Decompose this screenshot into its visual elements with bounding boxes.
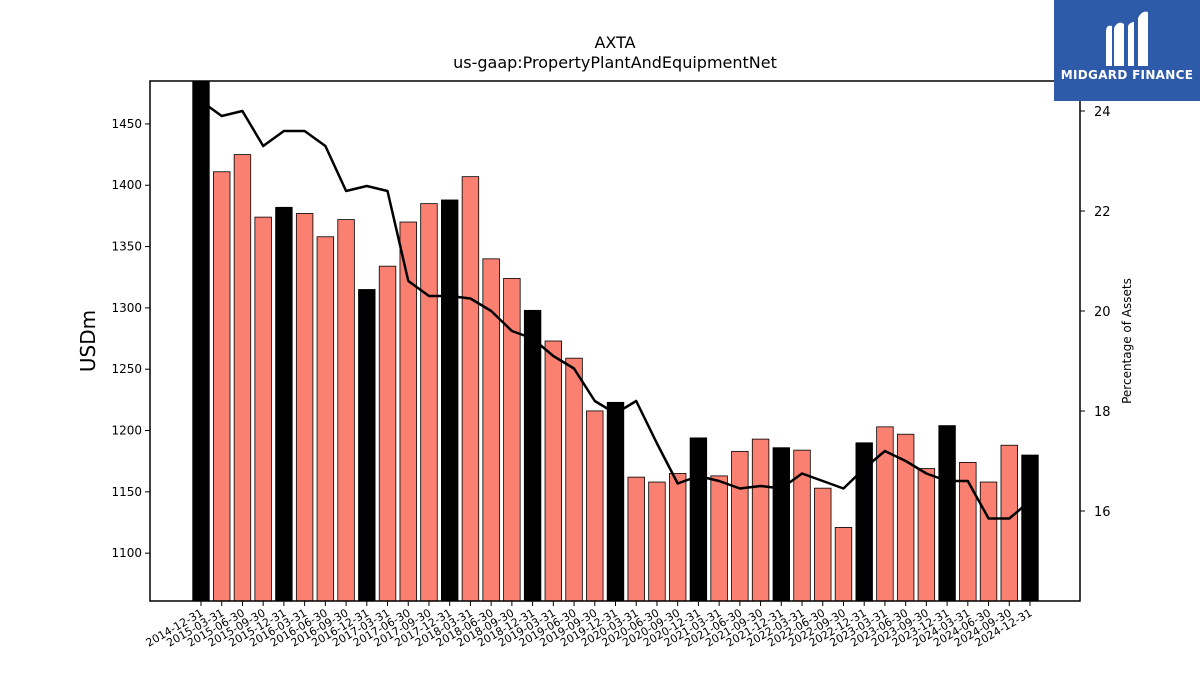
bar-2019-12-31 <box>606 401 625 602</box>
y2-tick-label: 22 <box>1094 205 1111 220</box>
bar-series <box>192 80 1039 602</box>
bar-2016-09-30 <box>337 219 355 602</box>
bar-2016-03-31 <box>295 213 314 602</box>
bar-2023-09-30 <box>917 468 936 602</box>
y2-tick-label: 16 <box>1094 505 1111 520</box>
bar-2024-09-30 <box>1000 444 1018 602</box>
bar-2015-03-31 <box>213 171 231 602</box>
bar-2015-09-30 <box>254 216 272 602</box>
percentage-line-series <box>200 99 1031 520</box>
bar-2021-09-30 <box>751 438 770 602</box>
chart-title: AXTA <box>594 33 635 52</box>
y-tick-label: 1350 <box>111 240 142 254</box>
bar-2014-12-31 <box>192 80 210 602</box>
bar-2016-06-30 <box>316 236 335 602</box>
y-tick-label: 1150 <box>111 485 142 499</box>
bar-2015-12-31 <box>275 206 293 602</box>
bar-2018-12-31 <box>523 309 542 602</box>
bar-2021-06-30 <box>731 450 749 602</box>
y2-tick-label: 18 <box>1094 405 1111 420</box>
bar-2015-06-30 <box>233 154 252 602</box>
bar-2023-12-31 <box>938 425 956 602</box>
bar-2022-06-30 <box>814 487 832 602</box>
y-axis-ticks: 1100 1150 1200 1250 1300 1350 1400 1450 <box>111 117 150 560</box>
y2-tick-label: 24 <box>1094 105 1111 120</box>
bar-2022-09-30 <box>834 527 853 602</box>
y-tick-label: 1100 <box>111 546 142 560</box>
bar-2017-12-31 <box>441 199 459 602</box>
y2-axis-label: Percentage of Assets <box>1120 278 1134 404</box>
bar-2019-09-30 <box>586 410 604 602</box>
y2-tick-label: 20 <box>1094 305 1111 320</box>
bar-2022-12-31 <box>855 442 873 602</box>
bar-2024-12-31 <box>1021 454 1039 602</box>
y-tick-label: 1400 <box>111 178 142 192</box>
y-tick-label: 1300 <box>111 301 142 315</box>
logo-text: MIDGARD FINANCE <box>1060 68 1194 82</box>
bar-2020-03-31 <box>627 476 645 602</box>
percentage-line <box>200 99 1031 520</box>
y-tick-label: 1450 <box>111 117 142 131</box>
bar-2017-09-30 <box>420 203 438 602</box>
bar-2024-06-30 <box>979 481 998 602</box>
bar-2020-09-30 <box>668 473 687 602</box>
y-axis-label: USDm <box>76 310 100 372</box>
y-tick-label: 1250 <box>111 362 142 376</box>
bar-2020-06-30 <box>648 481 666 602</box>
x-axis-ticks: 2014-12-312015-03-312015-06-302015-09-30… <box>144 601 1035 650</box>
bar-2021-03-31 <box>710 475 728 602</box>
midgard-finance-logo: MIDGARD FINANCE <box>1054 0 1200 101</box>
bar-2019-03-31 <box>544 340 563 602</box>
bar-2019-06-30 <box>565 357 583 602</box>
y2-axis-ticks: 16 18 20 22 24 <box>1080 105 1111 520</box>
bar-2021-12-31 <box>772 447 790 602</box>
chart-subtitle: us-gaap:PropertyPlantAndEquipmentNet <box>453 53 777 72</box>
y-tick-label: 1200 <box>111 424 142 438</box>
bar-2020-12-31 <box>689 437 708 602</box>
bar-2016-12-31 <box>358 289 376 602</box>
bar-2018-03-31 <box>461 176 480 602</box>
bar-2017-03-31 <box>378 265 397 602</box>
midgard-logo-mark-icon <box>1106 11 1148 67</box>
